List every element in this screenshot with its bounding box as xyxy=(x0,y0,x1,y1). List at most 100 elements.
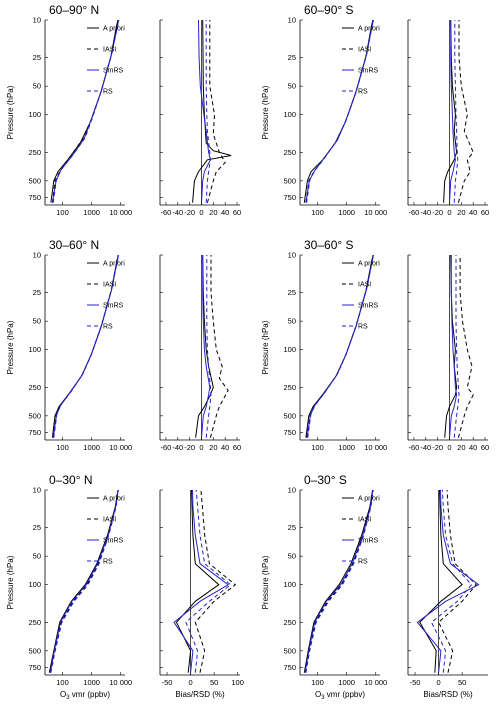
y-tick-label: 10 xyxy=(288,486,296,495)
x-tick-label: 1000 xyxy=(338,443,355,452)
profile-lines xyxy=(51,255,120,438)
x-tick-label: 10 000 xyxy=(109,208,132,217)
x-tick-label: 60 xyxy=(481,208,489,217)
series-a-priori xyxy=(444,255,458,438)
y-tick-label: 25 xyxy=(288,53,296,62)
y-axis-label: Pressure (hPa) xyxy=(261,320,270,374)
x-tick-label: -40 xyxy=(420,443,431,452)
series-smrs xyxy=(449,255,458,438)
x-tick-label: 60 xyxy=(233,443,241,452)
series-smrs xyxy=(449,20,456,203)
legend-label: SmRS xyxy=(103,303,124,310)
x-tick-label: 0 xyxy=(447,443,451,452)
y-tick-label: 50 xyxy=(288,552,296,561)
series-a-priori xyxy=(175,490,220,673)
y-axis-label: Pressure (hPa) xyxy=(6,555,15,609)
x-tick-label: -20 xyxy=(432,443,443,452)
profile-lines xyxy=(303,490,374,673)
legend-label: RS xyxy=(103,559,113,566)
y-axis-label: Pressure (hPa) xyxy=(6,320,15,374)
x-tick-label: 0 xyxy=(189,678,193,687)
y-tick-label: 100 xyxy=(28,110,41,119)
series-iasi xyxy=(209,255,229,438)
x-tick-label: 40 xyxy=(469,208,477,217)
y-axis-label: Pressure (hPa) xyxy=(261,85,270,139)
legend-label: A priori xyxy=(103,261,125,268)
x-tick-label: -60 xyxy=(161,208,172,217)
y-tick-label: 250 xyxy=(283,618,296,627)
y-tick-label: 250 xyxy=(28,383,41,392)
series-iasi xyxy=(206,20,226,203)
series-rs xyxy=(307,255,375,438)
y-tick-label: 750 xyxy=(28,193,41,202)
y-tick-label: 750 xyxy=(283,428,296,437)
legend-label: SmRS xyxy=(358,303,379,310)
legend-label: A priori xyxy=(103,26,125,33)
series-rs xyxy=(430,490,473,673)
profile-lines xyxy=(444,255,474,438)
y-tick-label: 10 xyxy=(33,486,41,495)
x-tick-label: -20 xyxy=(184,443,195,452)
y-tick-label: 10 xyxy=(33,16,41,25)
legend: A priori IASI SmRS RS xyxy=(87,26,125,96)
x-tick-label: 10 000 xyxy=(364,208,387,217)
series-rs xyxy=(50,490,119,673)
x-tick-label: -60 xyxy=(409,443,420,452)
x-tick-label: -20 xyxy=(432,208,443,217)
series-smrs xyxy=(173,490,230,673)
y-tick-label: 250 xyxy=(28,148,41,157)
panel-11: -50 0 50 Bias/RSD (%) xyxy=(407,489,488,699)
panel-title: 0–30° N xyxy=(49,473,93,487)
series-a-priori xyxy=(192,20,232,203)
legend: A priori IASI SmRS RS xyxy=(342,261,380,331)
profile-lines xyxy=(173,490,237,673)
y-tick-label: 25 xyxy=(33,53,41,62)
panel-7: -60 -40 -20 0 20 40 60 xyxy=(407,254,489,452)
x-tick-label: -40 xyxy=(172,208,183,217)
x-tick-label: -50 xyxy=(162,678,173,687)
panel-3: -60 -40 -20 0 20 40 60 xyxy=(407,19,489,217)
y-tick-label: 100 xyxy=(283,345,296,354)
y-tick-label: 50 xyxy=(288,82,296,91)
profile-lines xyxy=(195,255,229,438)
y-tick-label: 250 xyxy=(28,618,41,627)
panel-6: 10 25 50 100 250 500 750 100 1000 10 000 30–60° S A… xyxy=(261,238,387,452)
legend-label: RS xyxy=(103,324,113,331)
series-a-priori xyxy=(303,490,374,673)
y-tick-label: 25 xyxy=(33,523,41,532)
panel-title: 60–90° N xyxy=(49,3,99,17)
x-tick-label: 100 xyxy=(56,208,69,217)
x-tick-label: 50 xyxy=(210,678,218,687)
x-tick-label: 10 000 xyxy=(109,678,132,687)
panel-4: 10 25 50 100 250 500 750 100 1000 10 000 30–60° N A… xyxy=(6,238,132,452)
y-tick-label: 250 xyxy=(283,383,296,392)
panel-title: 0–30° S xyxy=(304,473,347,487)
y-tick-label: 750 xyxy=(283,193,296,202)
panel-2: 10 25 50 100 250 500 750 100 1000 10 000 60–90° S A… xyxy=(261,3,387,217)
legend-label: RS xyxy=(358,89,368,96)
y-tick-label: 25 xyxy=(33,288,41,297)
series-iasi xyxy=(194,490,237,673)
legend-label: A priori xyxy=(103,496,125,503)
x-tick-label: 40 xyxy=(469,443,477,452)
y-tick-label: 50 xyxy=(288,317,296,326)
x-tick-label: 60 xyxy=(233,208,241,217)
y-tick-label: 100 xyxy=(28,580,41,589)
legend-label: IASI xyxy=(358,282,371,289)
series-a-priori xyxy=(443,20,458,203)
x-axis-label: Bias/RSD (%) xyxy=(423,690,473,699)
panel-10: 10 25 50 100 250 500 750 100 1000 10 000 0–30° S A … xyxy=(261,473,387,701)
y-tick-label: 500 xyxy=(283,411,296,420)
legend-label: RS xyxy=(358,559,368,566)
y-tick-label: 750 xyxy=(283,663,296,672)
x-axis-label: O3 vmr (ppbv) xyxy=(315,690,365,701)
legend-label: A priori xyxy=(358,26,380,33)
panel-5: -60 -40 -20 0 20 40 60 xyxy=(159,254,241,452)
y-tick-label: 10 xyxy=(288,16,296,25)
x-tick-label: 0 xyxy=(199,208,203,217)
y-tick-label: 250 xyxy=(283,148,296,157)
legend-label: IASI xyxy=(103,47,116,54)
legend-label: SmRS xyxy=(103,538,124,545)
legend: A priori IASI SmRS RS xyxy=(342,26,380,96)
x-tick-label: 1000 xyxy=(83,443,100,452)
